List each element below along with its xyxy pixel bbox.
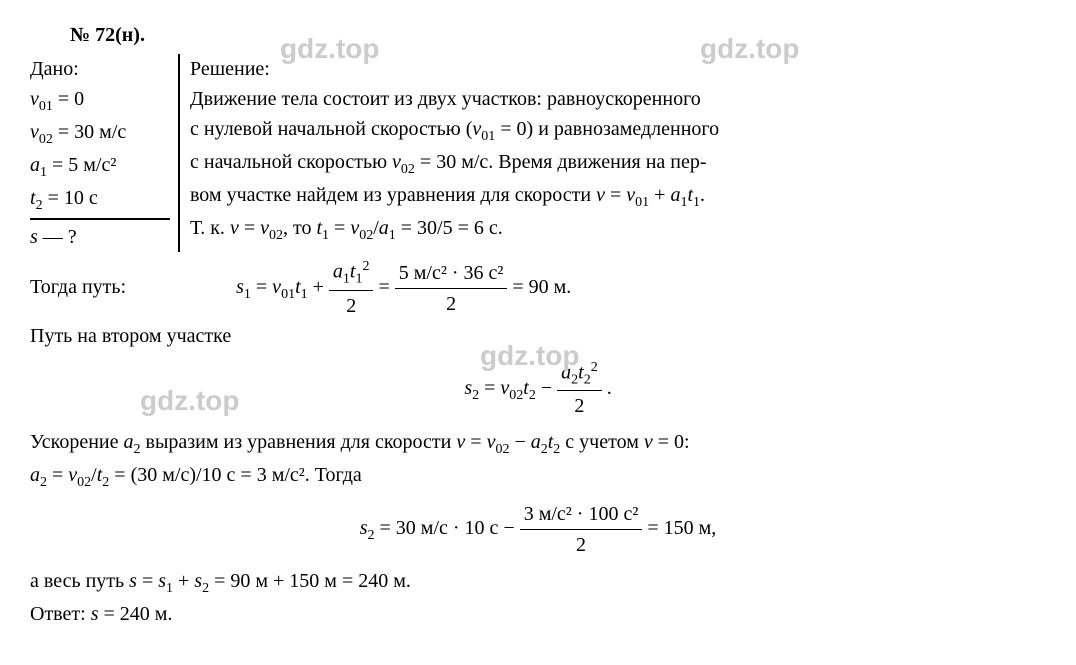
a2-calc: a2 = v02/t2 = (30 м/с)/10 с = 3 м/с². То…: [30, 460, 1046, 493]
given-v01: v01 = 0: [30, 84, 170, 117]
solution-line1: Движение тела состоит из двух участков: …: [190, 84, 1046, 114]
solution-column: Решение: Движение тела состоит из двух у…: [180, 54, 1046, 246]
whole-path: а весь путь s = s1 + s2 = 90 м + 150 м =…: [30, 566, 1046, 599]
solution-line3: с начальной скоростью v02 = 30 м/с. Врем…: [190, 147, 1046, 180]
then-path: Тогда путь: s1 = v01t1 + a1t122 = 5 м/с²…: [30, 256, 1046, 321]
solution-line5: Т. к. v = v02, то t1 = v02/a1 = 30/5 = 6…: [190, 213, 1046, 246]
given-a1: a1 = 5 м/с²: [30, 150, 170, 183]
given-title: Дано:: [30, 54, 170, 84]
accel-line: Ускорение a2 выразим из уравнения для ск…: [30, 427, 1046, 460]
problem-number: № 72(н).: [70, 20, 1046, 50]
given-v02: v02 = 30 м/с: [30, 117, 170, 150]
given-find: s — ?: [30, 222, 170, 252]
formula-s2: s2 = v02t2 − a2t222 .: [30, 357, 1046, 422]
solution-title: Решение:: [190, 54, 1046, 84]
path-second: Путь на втором участке: [30, 321, 1046, 351]
answer: Ответ: s = 240 м.: [30, 599, 1046, 629]
formula-s2-num: s2 = 30 м/с · 10 с − 3 м/с² · 100 с²2 = …: [30, 499, 1046, 560]
problem-layout: Дано: v01 = 0 v02 = 30 м/с a1 = 5 м/с² t…: [30, 54, 1046, 252]
given-t2: t2 = 10 с: [30, 183, 170, 220]
given-column: Дано: v01 = 0 v02 = 30 м/с a1 = 5 м/с² t…: [30, 54, 180, 252]
solution-line4: вом участке найдем из уравнения для скор…: [190, 180, 1046, 213]
solution-line2: с нулевой начальной скоростью (v01 = 0) …: [190, 114, 1046, 147]
solution-body: Тогда путь: s1 = v01t1 + a1t122 = 5 м/с²…: [30, 256, 1046, 629]
